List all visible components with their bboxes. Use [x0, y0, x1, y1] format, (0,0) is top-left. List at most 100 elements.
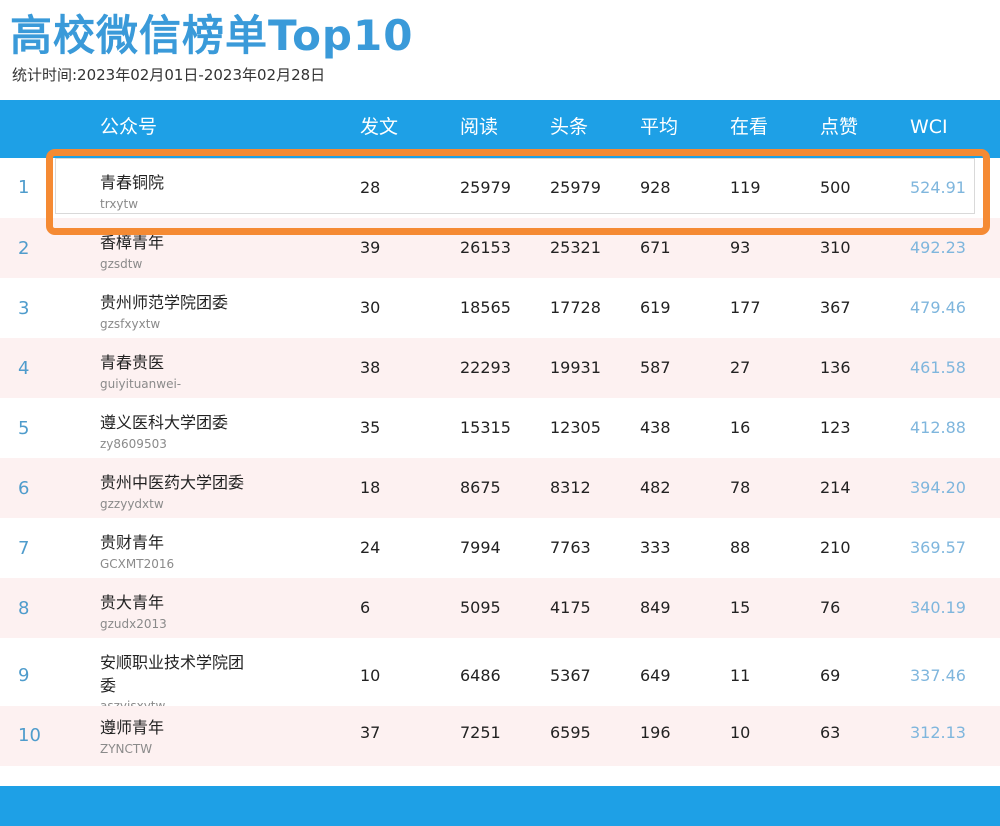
- cell-watching: 88: [730, 538, 751, 557]
- cell-wci: 461.58: [910, 358, 966, 377]
- cell-headline: 5367: [550, 666, 591, 685]
- account-id: ZYNCTW: [100, 742, 153, 756]
- cell-likes: 214: [820, 478, 851, 497]
- cell-reads: 18565: [460, 298, 511, 317]
- cell-posts: 6: [360, 598, 371, 617]
- statistics-period: 统计时间:2023年02月01日-2023年02月28日: [12, 66, 326, 84]
- cell-posts: 39: [360, 238, 381, 257]
- rank-number: 8: [18, 598, 30, 619]
- cell-average: 333: [640, 538, 671, 557]
- header-wci[interactable]: WCI: [910, 116, 948, 138]
- cell-reads: 15315: [460, 418, 511, 437]
- cell-reads: 7251: [460, 723, 501, 742]
- header-posts[interactable]: 发文: [360, 116, 399, 138]
- header-headline[interactable]: 头条: [550, 116, 589, 138]
- account-name[interactable]: 青春铜院: [100, 173, 165, 192]
- account-name[interactable]: 青春贵医: [100, 353, 165, 372]
- cell-average: 928: [640, 178, 671, 197]
- cell-headline: 19931: [550, 358, 601, 377]
- cell-average: 196: [640, 723, 671, 742]
- cell-watching: 93: [730, 238, 751, 257]
- table-row[interactable]: 9安顺职业技术学院团委aszyjsxytw1064865367649116933…: [0, 638, 1000, 713]
- rank-number: 6: [18, 478, 30, 499]
- cell-headline: 8312: [550, 478, 591, 497]
- header-reads[interactable]: 阅读: [460, 116, 499, 138]
- ranking-table: 1 青春铜院 trxytw 28 25979 25979 928 119 500 524.91 2 香…: [0, 158, 1000, 766]
- cell-wci: 394.20: [910, 478, 966, 497]
- cell-likes: 123: [820, 418, 851, 437]
- cell-likes: 500: [820, 178, 851, 197]
- table-row[interactable]: 8 贵大青年 gzudx2013 6 5095 4175 849 15 76 340.19: [0, 578, 1000, 638]
- cell-posts: 24: [360, 538, 381, 557]
- cell-posts: 10: [360, 666, 381, 685]
- account-name[interactable]: 遵师青年: [100, 718, 165, 737]
- cell-posts: 30: [360, 298, 381, 317]
- table-row[interactable]: 7 贵财青年 GCXMT2016 24 7994 7763 333 88 210 369.57: [0, 518, 1000, 578]
- header-likes[interactable]: 点赞: [820, 116, 859, 138]
- cell-posts: 35: [360, 418, 381, 437]
- cell-reads: 22293: [460, 358, 511, 377]
- header-average[interactable]: 平均: [640, 116, 679, 138]
- cell-watching: 119: [730, 178, 761, 197]
- account-name[interactable]: 贵州中医药大学团委: [100, 473, 245, 492]
- page-title: 高校微信榜单Top10: [10, 11, 414, 60]
- account-name[interactable]: 贵财青年: [100, 533, 165, 552]
- account-id: guiyituanwei-: [100, 377, 182, 391]
- cell-reads: 26153: [460, 238, 511, 257]
- cell-wci: 337.46: [910, 666, 966, 685]
- rank-number: 1: [18, 177, 30, 198]
- cell-headline: 17728: [550, 298, 601, 317]
- cell-wci: 312.13: [910, 723, 966, 742]
- rank-number: 2: [18, 238, 30, 259]
- cell-headline: 7763: [550, 538, 591, 557]
- cell-reads: 8675: [460, 478, 501, 497]
- header-account[interactable]: 公众号: [100, 116, 158, 138]
- cell-headline: 4175: [550, 598, 591, 617]
- table-row[interactable]: 4 青春贵医 guiyituanwei- 38 22293 19931 587 27 136 46…: [0, 338, 1000, 398]
- cell-average: 671: [640, 238, 671, 257]
- table-row[interactable]: 3 贵州师范学院团委 gzsfxyxtw 30 18565 17728 619 177 367 4…: [0, 278, 1000, 338]
- cell-reads: 7994: [460, 538, 501, 557]
- account-name[interactable]: 贵州师范学院团委: [100, 293, 229, 312]
- cell-headline: 25979: [550, 178, 601, 197]
- cell-reads: 5095: [460, 598, 501, 617]
- cell-likes: 76: [820, 598, 841, 617]
- cell-average: 849: [640, 598, 671, 617]
- cell-wci: 412.88: [910, 418, 966, 437]
- table-row[interactable]: 1 青春铜院 trxytw 28 25979 25979 928 119 500 524.91: [0, 158, 1000, 218]
- cell-posts: 38: [360, 358, 381, 377]
- cell-wci: 479.46: [910, 298, 966, 317]
- cell-likes: 210: [820, 538, 851, 557]
- account-name[interactable]: 贵大青年: [100, 593, 165, 612]
- cell-average: 438: [640, 418, 671, 437]
- account-name[interactable]: 香樟青年: [100, 233, 165, 252]
- cell-wci: 369.57: [910, 538, 966, 557]
- table-row[interactable]: 6 贵州中医药大学团委 gzzyydxtw 18 8675 8312 482 78 214 394…: [0, 458, 1000, 518]
- rank-number: 5: [18, 418, 30, 439]
- table-row[interactable]: 10 遵师青年 ZYNCTW 37 7251 6595 196 10 63 312.13: [0, 706, 1000, 766]
- account-id: gzudx2013: [100, 617, 167, 631]
- table-row[interactable]: 2 香樟青年 gzsdtw 39 26153 25321 671 93 310 492.23: [0, 218, 1000, 278]
- rank-number: 9: [18, 665, 30, 686]
- cell-posts: 18: [360, 478, 381, 497]
- account-name[interactable]: 遵义医科大学团委: [100, 413, 229, 432]
- account-id: gzzyydxtw: [100, 497, 164, 511]
- account-id: zy8609503: [100, 437, 167, 451]
- rank-number: 7: [18, 538, 30, 559]
- table-row[interactable]: 5 遵义医科大学团委 zy8609503 35 15315 12305 438 16 123 41…: [0, 398, 1000, 458]
- cell-headline: 25321: [550, 238, 601, 257]
- cell-posts: 37: [360, 723, 381, 742]
- cell-likes: 367: [820, 298, 851, 317]
- account-id: gzsdtw: [100, 257, 143, 271]
- account-name[interactable]: 安顺职业技术学院团委: [100, 653, 245, 695]
- cell-likes: 136: [820, 358, 851, 377]
- rank-number: 10: [18, 725, 41, 746]
- cell-headline: 12305: [550, 418, 601, 437]
- account-id: gzsfxyxtw: [100, 317, 161, 331]
- header-watching[interactable]: 在看: [730, 116, 769, 138]
- cell-average: 649: [640, 666, 671, 685]
- cell-likes: 63: [820, 723, 841, 742]
- rank-number: 3: [18, 298, 30, 319]
- cell-average: 482: [640, 478, 671, 497]
- cell-wci: 524.91: [910, 178, 966, 197]
